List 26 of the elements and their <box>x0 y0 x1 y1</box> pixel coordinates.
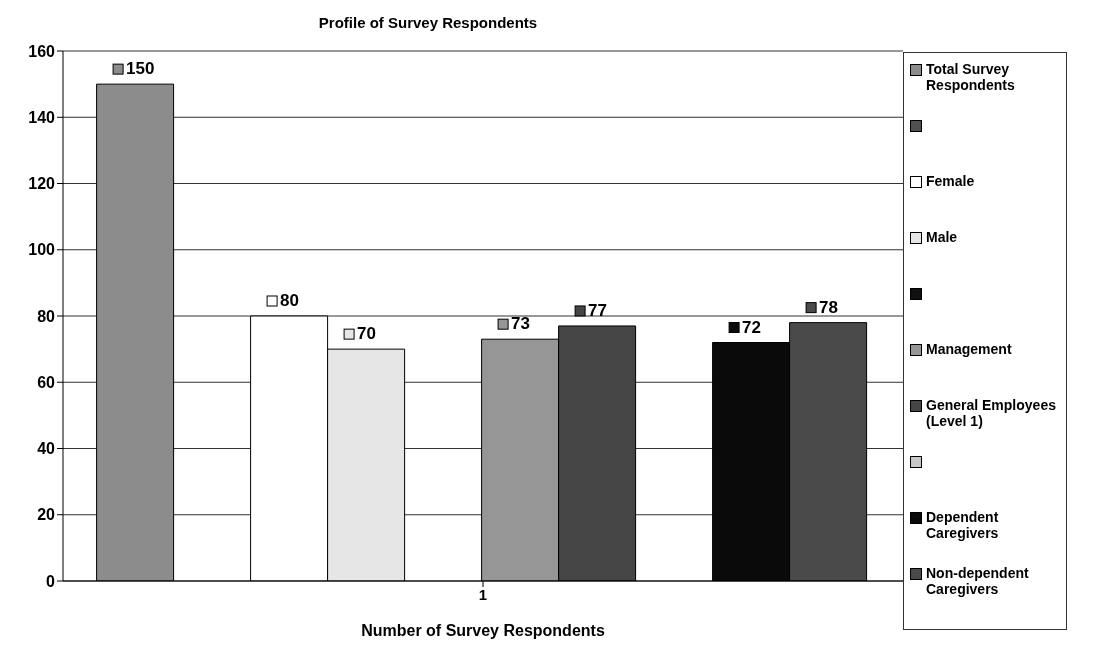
data-label: 78 <box>819 297 839 317</box>
data-label: 70 <box>357 324 377 344</box>
y-tick-label: 40 <box>37 440 56 458</box>
legend-label: Total Survey Respondents <box>926 61 1016 93</box>
data-label: 72 <box>742 317 762 337</box>
y-tick-label: 60 <box>37 373 56 391</box>
data-label: 73 <box>511 314 531 334</box>
x-tick-label: 1 <box>478 585 488 603</box>
data-label: 77 <box>588 300 608 320</box>
y-tick-label: 160 <box>28 42 56 60</box>
data-label: 80 <box>280 291 300 310</box>
legend-label: Dependent Caregivers <box>926 509 1000 541</box>
legend-label: General Employees (Level 1) <box>926 397 1057 429</box>
legend-label: Non-dependent Caregivers <box>926 565 1030 597</box>
y-tick-label: 20 <box>37 506 56 524</box>
y-tick-label: 80 <box>37 307 56 325</box>
y-tick-label: 100 <box>28 241 56 259</box>
legend-label: Male <box>926 229 958 245</box>
y-tick-label: 120 <box>28 175 56 193</box>
legend-label: Female <box>926 173 975 189</box>
x-axis-title: Number of Survey Respondents <box>361 622 605 639</box>
legend-label: Management <box>926 341 1012 357</box>
chart-title: Profile of Survey Respondents <box>317 13 539 31</box>
data-label: 150 <box>126 59 155 79</box>
y-tick-label: 140 <box>28 108 56 126</box>
y-tick-label: 0 <box>46 572 56 590</box>
